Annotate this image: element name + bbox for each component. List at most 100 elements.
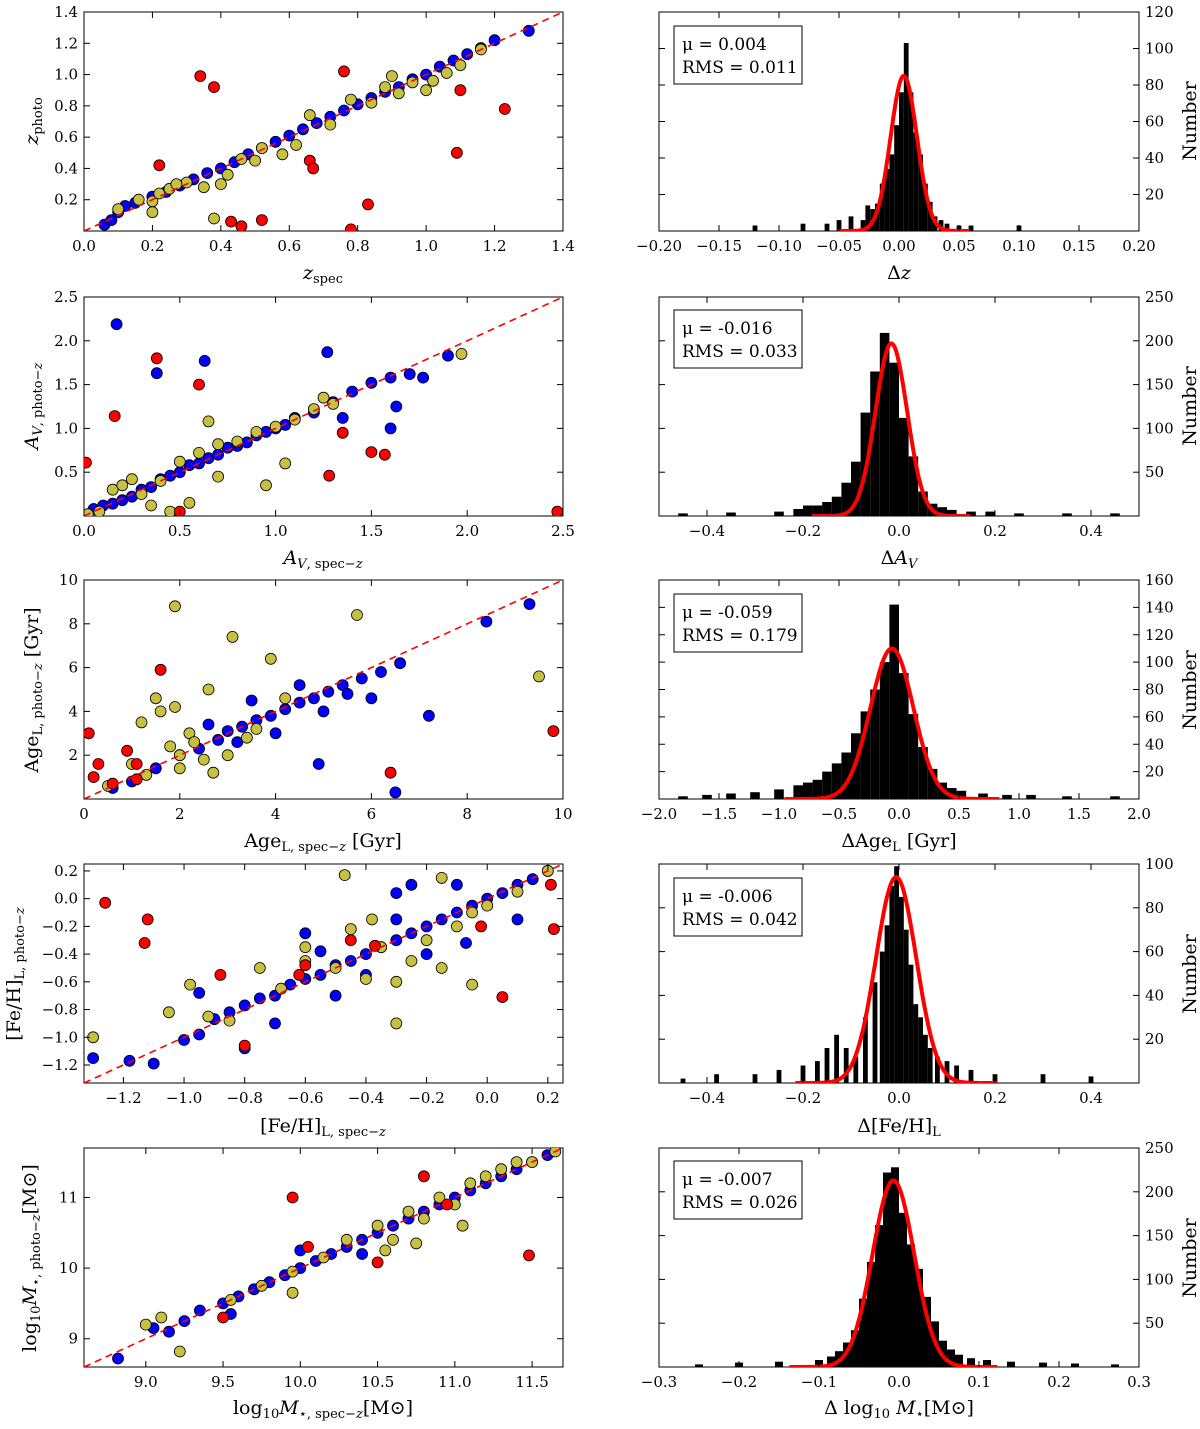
histogram-bar-22 — [927, 1048, 933, 1083]
histogram-bar-16 — [899, 896, 904, 1083]
histogram-bar-10 — [875, 1225, 883, 1367]
histogram-bar-1 — [800, 223, 806, 231]
scatter-point-yellow-14 — [464, 1177, 477, 1190]
scatter-point-blue-33 — [450, 878, 463, 891]
histogram-bar-22 — [1014, 513, 1024, 516]
scatter-point-blue-12 — [314, 969, 327, 981]
scatter-point-yellow-13 — [226, 631, 239, 643]
x-tick-label: 0.0 — [887, 805, 911, 823]
scatter-point-yellow-26 — [366, 913, 378, 926]
y-tick-label: −0.8 — [42, 1001, 78, 1019]
x-tick-label: 0.1 — [967, 1373, 991, 1391]
y-tick-label: −0.2 — [42, 917, 78, 935]
histogram-bar-13 — [870, 689, 880, 799]
y-tick-label: 1.0 — [54, 419, 78, 437]
scatter-point-blue-20 — [293, 679, 306, 691]
y-tick-label: 100 — [1145, 653, 1174, 671]
histogram-bar-24 — [1039, 1362, 1047, 1367]
scatter-point-yellow-13 — [303, 109, 316, 122]
scatter-point-blue-33 — [390, 400, 403, 413]
x-tick-label: 0.00 — [882, 237, 915, 255]
y-tick-label: 0.2 — [54, 191, 78, 209]
histogram-bar-24 — [968, 225, 974, 231]
histogram-bar-19 — [927, 201, 933, 231]
gaussian-fit-curve — [795, 875, 997, 1083]
scatter-point-yellow-19 — [145, 499, 158, 512]
histogram-bar-9 — [831, 763, 842, 799]
x-tick-label: −0.4 — [348, 1089, 384, 1107]
histogram-bar-10 — [884, 168, 890, 231]
histogram-bar-20 — [966, 511, 976, 516]
scatter-point-yellow-9 — [249, 154, 262, 167]
y-axis-label: AgeL, photo−z [Gyr] — [21, 607, 46, 773]
scatter-point-red-9 — [345, 223, 357, 231]
scatter-point-red-1 — [92, 758, 105, 770]
scatter-point-yellow-9 — [344, 923, 357, 935]
scatter-point-yellow-5 — [253, 962, 266, 974]
x-axis-label: [Fe/H]L, spec−z — [260, 1115, 386, 1140]
scatter-point-yellow-20 — [420, 84, 433, 97]
y-tick-label: 1.2 — [54, 34, 78, 52]
scatter-point-red-6 — [130, 758, 143, 770]
histogram-bar-25 — [954, 1065, 959, 1083]
x-axis-label: ΔAV — [881, 547, 919, 572]
scatter-point-yellow-22 — [202, 415, 215, 428]
x-axis-label: Δz — [887, 262, 912, 284]
panel-stellar-mass-scatter: 9.0 9.5 10.0 10.5 11.0 11.5 9 10 11 log10M⋆, spe… — [19, 1147, 564, 1422]
scatter-point-yellow-19 — [511, 885, 524, 898]
histogram-bar-0 — [680, 1078, 686, 1083]
y-tick-label: 80 — [1145, 681, 1164, 699]
histogram-bar-24 — [1110, 513, 1120, 516]
histogram-bar-28 — [1040, 1074, 1046, 1083]
histogram-bar-3 — [793, 509, 803, 516]
x-tick-label: 0 — [79, 805, 89, 823]
scatter-point-blue-15 — [359, 948, 372, 960]
scatter-point-yellow-26 — [208, 212, 220, 225]
histogram-bar-26 — [968, 1069, 974, 1083]
scatter-point-blue-9 — [201, 167, 214, 180]
y-tick-label: 6 — [68, 659, 78, 677]
stat-rms: RMS = 0.179 — [682, 626, 798, 646]
y-tick-label: 1.5 — [54, 376, 78, 394]
one-to-one-line — [84, 864, 563, 1083]
scatter-point-yellow-17 — [510, 1156, 523, 1168]
scatter-point-yellow-10 — [255, 142, 268, 155]
y-tick-label: 140 — [1145, 598, 1174, 616]
scatter-point-blue-30 — [488, 34, 501, 47]
scatter-point-yellow-4 — [154, 705, 167, 718]
scatter-point-yellow-10 — [221, 749, 234, 762]
histogram-bar-2 — [774, 511, 784, 516]
scatter-point-red-5 — [323, 469, 336, 482]
scatter-point-blue-28 — [523, 598, 536, 610]
y-tick-label: 40 — [1145, 149, 1164, 167]
histogram-bar-21 — [985, 511, 995, 516]
scatter-point-yellow-3 — [149, 692, 162, 705]
scatter-point-yellow-9 — [202, 683, 215, 696]
x-tick-label: −0.15 — [696, 237, 742, 255]
y-axis-label: [Fe/H]L, photo−z — [3, 907, 28, 1041]
y-tick-label: 2 — [68, 746, 78, 764]
scatter-point-blue-0 — [112, 1352, 124, 1365]
scatter-point-red-8 — [338, 65, 350, 78]
gaussian-fit-curve — [784, 646, 1000, 799]
scatter-point-blue-16 — [375, 666, 387, 678]
histogram-bar-19 — [927, 768, 938, 799]
scatter-point-yellow-22 — [440, 67, 453, 79]
histogram-bar-13 — [884, 925, 890, 1083]
scatter-point-blue-12 — [307, 692, 320, 705]
y-tick-label: 150 — [1145, 1227, 1174, 1245]
scatter-point-yellow-21 — [338, 869, 351, 881]
scatter-point-blue-38 — [193, 987, 206, 999]
y-tick-label: 20 — [1145, 186, 1164, 204]
scatter-point-red-2 — [153, 159, 166, 172]
histogram-bar-22 — [956, 790, 967, 799]
scatter-point-blue-41 — [269, 1017, 281, 1030]
histogram-bar-23 — [978, 793, 988, 799]
y-tick-label: 60 — [1145, 113, 1164, 131]
histogram-bar-19 — [947, 1349, 955, 1367]
scatter-point-yellow-18 — [188, 736, 201, 748]
scatter-point-red-7 — [384, 766, 397, 779]
scatter-point-blue-22 — [341, 688, 354, 700]
stat-rms: RMS = 0.026 — [682, 1193, 798, 1213]
histogram-bar-6 — [824, 1048, 830, 1083]
